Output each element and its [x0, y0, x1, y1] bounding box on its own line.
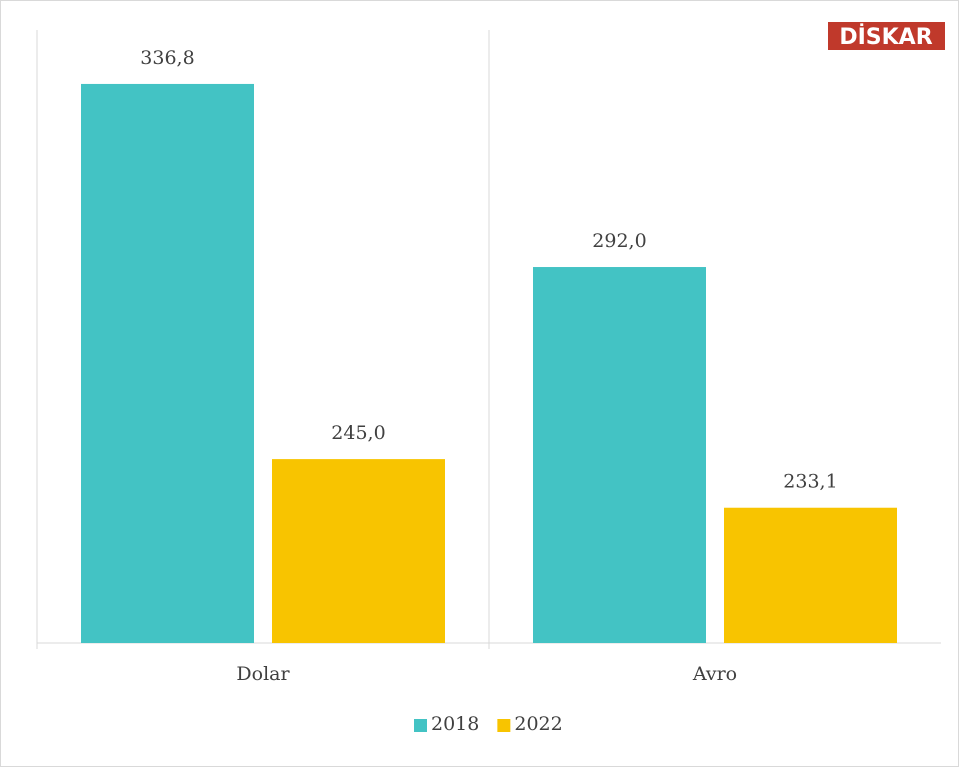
bar: [724, 507, 897, 643]
bar: [81, 83, 254, 644]
x-tick-label: Avro: [692, 663, 737, 685]
logo-box: [828, 22, 945, 50]
data-label: 336,8: [140, 47, 194, 69]
data-label: 245,0: [331, 422, 385, 444]
data-label: 233,1: [783, 471, 837, 493]
legend-swatch: [414, 719, 427, 732]
logo: DİSKAR: [839, 24, 932, 50]
x-tick-label: Dolar: [236, 663, 290, 685]
legend-label: 2022: [514, 713, 562, 735]
data-label: 292,0: [592, 230, 646, 252]
legend-swatch: [497, 719, 511, 732]
legend-label: 2018: [431, 713, 479, 735]
bar: [533, 267, 706, 643]
bar: [272, 459, 445, 643]
